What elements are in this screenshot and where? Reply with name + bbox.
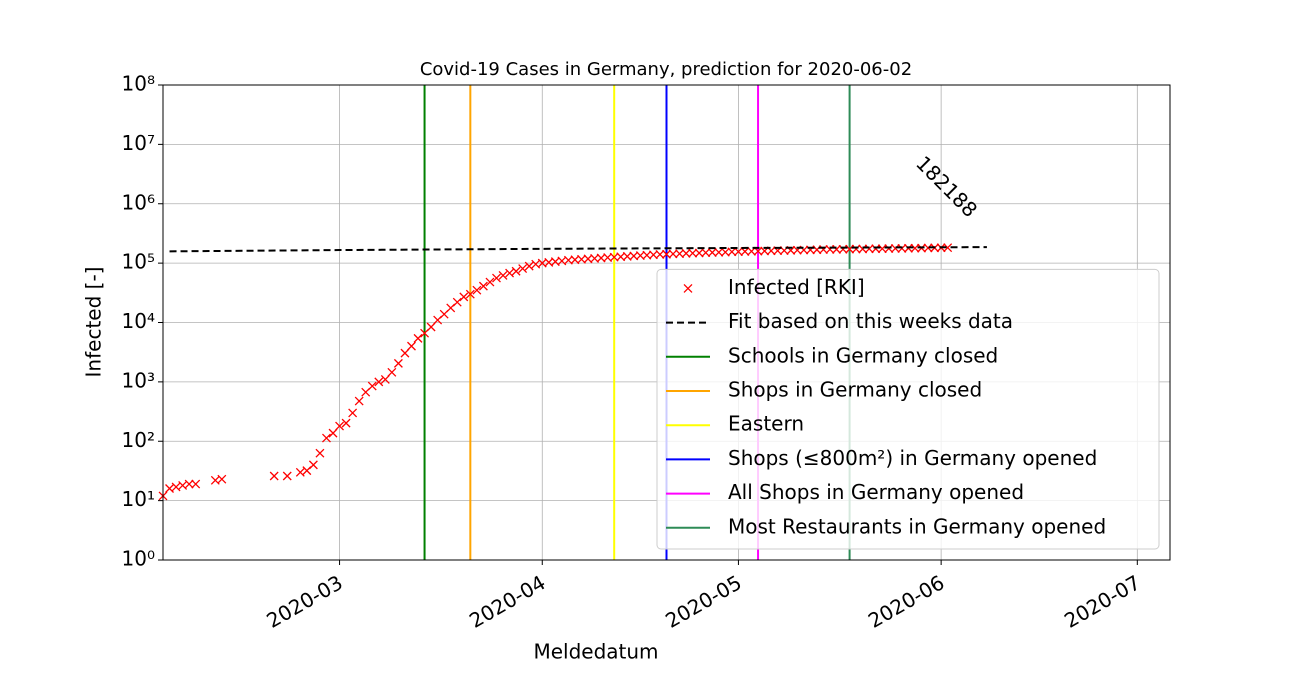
data-point <box>492 273 501 283</box>
data-point <box>452 297 462 307</box>
x-tick-label: 2020-07 <box>1060 570 1144 633</box>
annotation: 182188 <box>911 151 982 222</box>
data-point <box>727 247 737 257</box>
y-tick-label: 10³ <box>122 368 155 392</box>
data-point <box>341 418 351 428</box>
x-tick-label: 2020-06 <box>864 570 948 633</box>
legend-label: Shops in Germany closed <box>728 378 982 402</box>
plot-frame <box>162 84 1171 561</box>
data-point <box>485 277 495 287</box>
data-point <box>354 396 364 406</box>
data-point <box>511 266 521 276</box>
x-tick-label: 2020-03 <box>262 570 346 633</box>
data-point <box>910 243 920 253</box>
data-point <box>269 471 279 481</box>
y-tick-label: 10⁶ <box>122 190 155 214</box>
data-point <box>393 358 403 368</box>
data-point <box>191 479 201 489</box>
data-point <box>315 448 325 458</box>
data-point <box>407 341 416 351</box>
y-tick-label: 10⁸ <box>122 72 155 96</box>
legend-label: Most Restaurants in Germany opened <box>728 514 1106 538</box>
data-point <box>845 244 855 254</box>
legend-label: Shops (≤800m²) in Germany opened <box>728 446 1097 470</box>
x-tick-label: 2020-05 <box>661 570 745 633</box>
data-point <box>714 247 724 257</box>
data-point <box>688 248 698 258</box>
data-point <box>380 374 390 384</box>
data-point <box>505 268 515 278</box>
data-point <box>923 243 933 253</box>
data-point <box>877 244 887 254</box>
data-point <box>459 292 469 302</box>
chart-title: Covid-19 Cases in Germany, prediction fo… <box>420 59 912 80</box>
y-tick-label: 10⁵ <box>122 250 155 274</box>
data-point <box>524 261 534 271</box>
legend-label: All Shops in Germany opened <box>728 480 1024 504</box>
data-point <box>871 244 881 254</box>
legend-label: Eastern <box>728 412 804 436</box>
data-point <box>668 249 678 259</box>
data-point <box>184 479 194 489</box>
data-point <box>478 281 488 291</box>
fit-line <box>169 246 987 253</box>
data-point <box>328 428 338 438</box>
data-point <box>171 482 181 492</box>
data-point <box>655 249 665 259</box>
data-point <box>322 433 331 443</box>
x-axis-label: Meldedatum <box>533 640 658 664</box>
y-tick-label: 10¹ <box>122 487 155 511</box>
data-point <box>217 474 227 484</box>
data-point <box>413 333 423 343</box>
data-point <box>707 248 717 257</box>
y-tick-label: 10⁷ <box>122 131 155 155</box>
data-point <box>884 244 894 254</box>
legend-label: Infected [RKI] <box>728 275 865 299</box>
y-tick-label: 10⁴ <box>122 309 155 333</box>
data-point <box>701 248 711 258</box>
data-point <box>348 408 358 418</box>
data-point <box>426 322 436 332</box>
data-point <box>890 244 900 253</box>
data-point <box>295 467 305 477</box>
data-point <box>387 367 397 377</box>
data-point <box>282 471 292 481</box>
data-point <box>851 244 861 254</box>
data-point <box>400 348 410 358</box>
data-point <box>733 247 743 257</box>
data-point <box>943 243 953 253</box>
x-tick-label: 2020-04 <box>465 570 549 633</box>
data-point <box>858 244 868 254</box>
data-point <box>864 244 874 254</box>
data-point <box>498 270 508 280</box>
legend-box <box>656 268 1160 550</box>
data-point <box>367 381 377 391</box>
data-point <box>335 421 345 431</box>
data-point <box>308 460 318 470</box>
data-point <box>165 484 174 493</box>
data-point <box>374 377 384 387</box>
data-point <box>465 289 475 299</box>
legend-label: Schools in Germany closed <box>728 343 998 367</box>
data-point <box>681 248 691 258</box>
legend-marker <box>683 283 693 293</box>
legend-label: Fit based on this weeks data <box>728 309 1013 333</box>
data-point <box>518 264 528 274</box>
y-axis-label: Infected [-] <box>82 267 106 378</box>
y-tick-label: 10⁰ <box>122 547 155 571</box>
y-tick-label: 10² <box>122 428 155 452</box>
data-point <box>472 285 482 295</box>
